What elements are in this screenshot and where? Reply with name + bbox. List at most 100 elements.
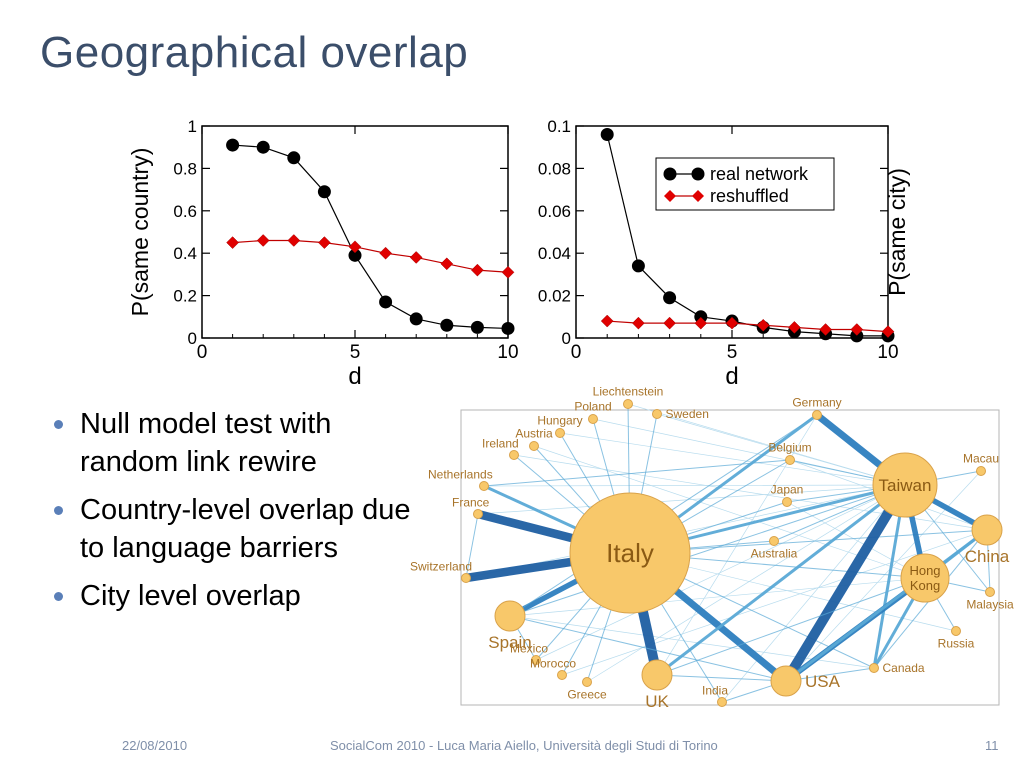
x-tick-label: 5: [350, 342, 361, 363]
network-edge: [483, 484, 906, 487]
reshuffled-line: [607, 320, 889, 333]
legend-marker: [663, 167, 677, 181]
network-node-label: Mexico: [510, 642, 548, 656]
real-network-point: [501, 321, 515, 335]
slide-title: Geographical overlap: [40, 28, 469, 77]
footer-center: SocialCom 2010 - Luca Maria Aiello, Univ…: [330, 738, 718, 753]
real-network-point: [348, 248, 362, 262]
network-node-label: Malaysia: [966, 598, 1014, 612]
network-node-label: Hungary: [537, 414, 582, 428]
reshuffled-point: [440, 257, 454, 271]
network-node-label: Austria: [515, 427, 553, 441]
reshuffled-point: [379, 246, 392, 260]
network-edge: [781, 482, 910, 684]
y-axis-label: P(same city): [884, 168, 910, 296]
x-tick-label: 10: [877, 342, 898, 363]
network-edge: [721, 484, 906, 703]
network-node-label: India: [702, 684, 728, 698]
x-axis-label: d: [348, 363, 361, 390]
network-node: [473, 509, 483, 519]
network-node-label: Russia: [938, 637, 975, 651]
network-edge: [509, 577, 926, 617]
network-node: [623, 399, 633, 409]
x-tick-label: 0: [571, 342, 582, 363]
bullet-list: Null model test with random link rewire …: [50, 405, 420, 625]
legend-marker: [691, 167, 705, 181]
y-tick-label: 1: [188, 117, 197, 136]
network-node: [717, 697, 727, 707]
network-edge: [786, 501, 926, 579]
real-network-point: [470, 320, 484, 334]
network-edge: [483, 459, 791, 487]
network-node: [531, 655, 541, 665]
network-node-label: Ireland: [482, 437, 519, 451]
network-node-label: Taiwan: [879, 476, 932, 495]
reshuffled-point: [501, 265, 515, 279]
reshuffled-point: [694, 316, 708, 330]
bullet-item: City level overlap: [50, 577, 420, 615]
network-edge: [535, 484, 906, 661]
x-tick-label: 5: [727, 342, 738, 363]
network-node: [869, 663, 879, 673]
network-node-label: Morocco: [530, 657, 576, 671]
network-node: [529, 441, 539, 451]
network-node: [569, 492, 691, 614]
network-edge: [656, 674, 787, 682]
reshuffled-point: [725, 316, 739, 330]
network-node: [641, 659, 673, 691]
reshuffled-point: [788, 321, 801, 334]
network-node-label: Australia: [751, 547, 798, 561]
y-tick-label: 0: [562, 329, 571, 348]
x-axis-label: d: [725, 363, 738, 390]
reshuffled-point: [471, 263, 484, 277]
network-edge: [586, 484, 906, 683]
network-node-label: Sweden: [666, 407, 709, 421]
network-node: [976, 466, 986, 476]
network-node: [509, 450, 519, 460]
real-network-point: [600, 127, 614, 141]
bullet-icon: [54, 506, 63, 515]
real-network-point: [256, 140, 270, 154]
real-network-point: [694, 310, 708, 324]
bullet-text: Country-level overlap due to language ba…: [80, 494, 411, 564]
reshuffled-point: [663, 316, 676, 330]
reshuffled-point: [348, 240, 362, 254]
legend-marker: [692, 190, 704, 202]
network-node-label: China: [965, 547, 1010, 566]
network-node: [461, 573, 471, 583]
y-tick-label: 0.02: [538, 287, 571, 306]
y-tick-label: 0.6: [173, 202, 197, 221]
reshuffled-point: [881, 325, 895, 338]
network-edge: [656, 483, 906, 677]
network-node-label: Switzerland: [410, 560, 472, 574]
real-network-point: [850, 329, 864, 343]
network-node: [951, 626, 961, 636]
network-edge: [785, 528, 988, 683]
network-node-label: UK: [645, 692, 669, 711]
network-node: [971, 514, 1003, 546]
legend-label: reshuffled: [710, 186, 789, 206]
network-edge: [656, 577, 926, 676]
x-tick-label: 0: [197, 342, 208, 363]
network-edge: [559, 432, 906, 486]
network-node: [494, 600, 526, 632]
network-node-label: Macau: [963, 452, 999, 466]
network-node: [785, 455, 795, 465]
y-tick-label: 0.2: [173, 287, 197, 306]
bullet-item: Null model test with random link rewire: [50, 405, 420, 481]
network-node: [872, 452, 938, 518]
network-node: [582, 677, 592, 687]
reshuffled-point: [850, 323, 864, 336]
real-network-point: [317, 185, 331, 199]
legend-box: [655, 157, 835, 211]
network-node-label: Italy: [606, 538, 654, 568]
network-node-label: Netherlands: [428, 468, 493, 482]
y-axis-label: P(same country): [127, 148, 153, 317]
real-network-point: [226, 138, 240, 152]
network-node: [782, 497, 792, 507]
bullet-icon: [54, 420, 63, 429]
reshuffled-point: [632, 316, 645, 330]
reshuffled-point: [756, 318, 770, 332]
network-node: [770, 665, 802, 697]
